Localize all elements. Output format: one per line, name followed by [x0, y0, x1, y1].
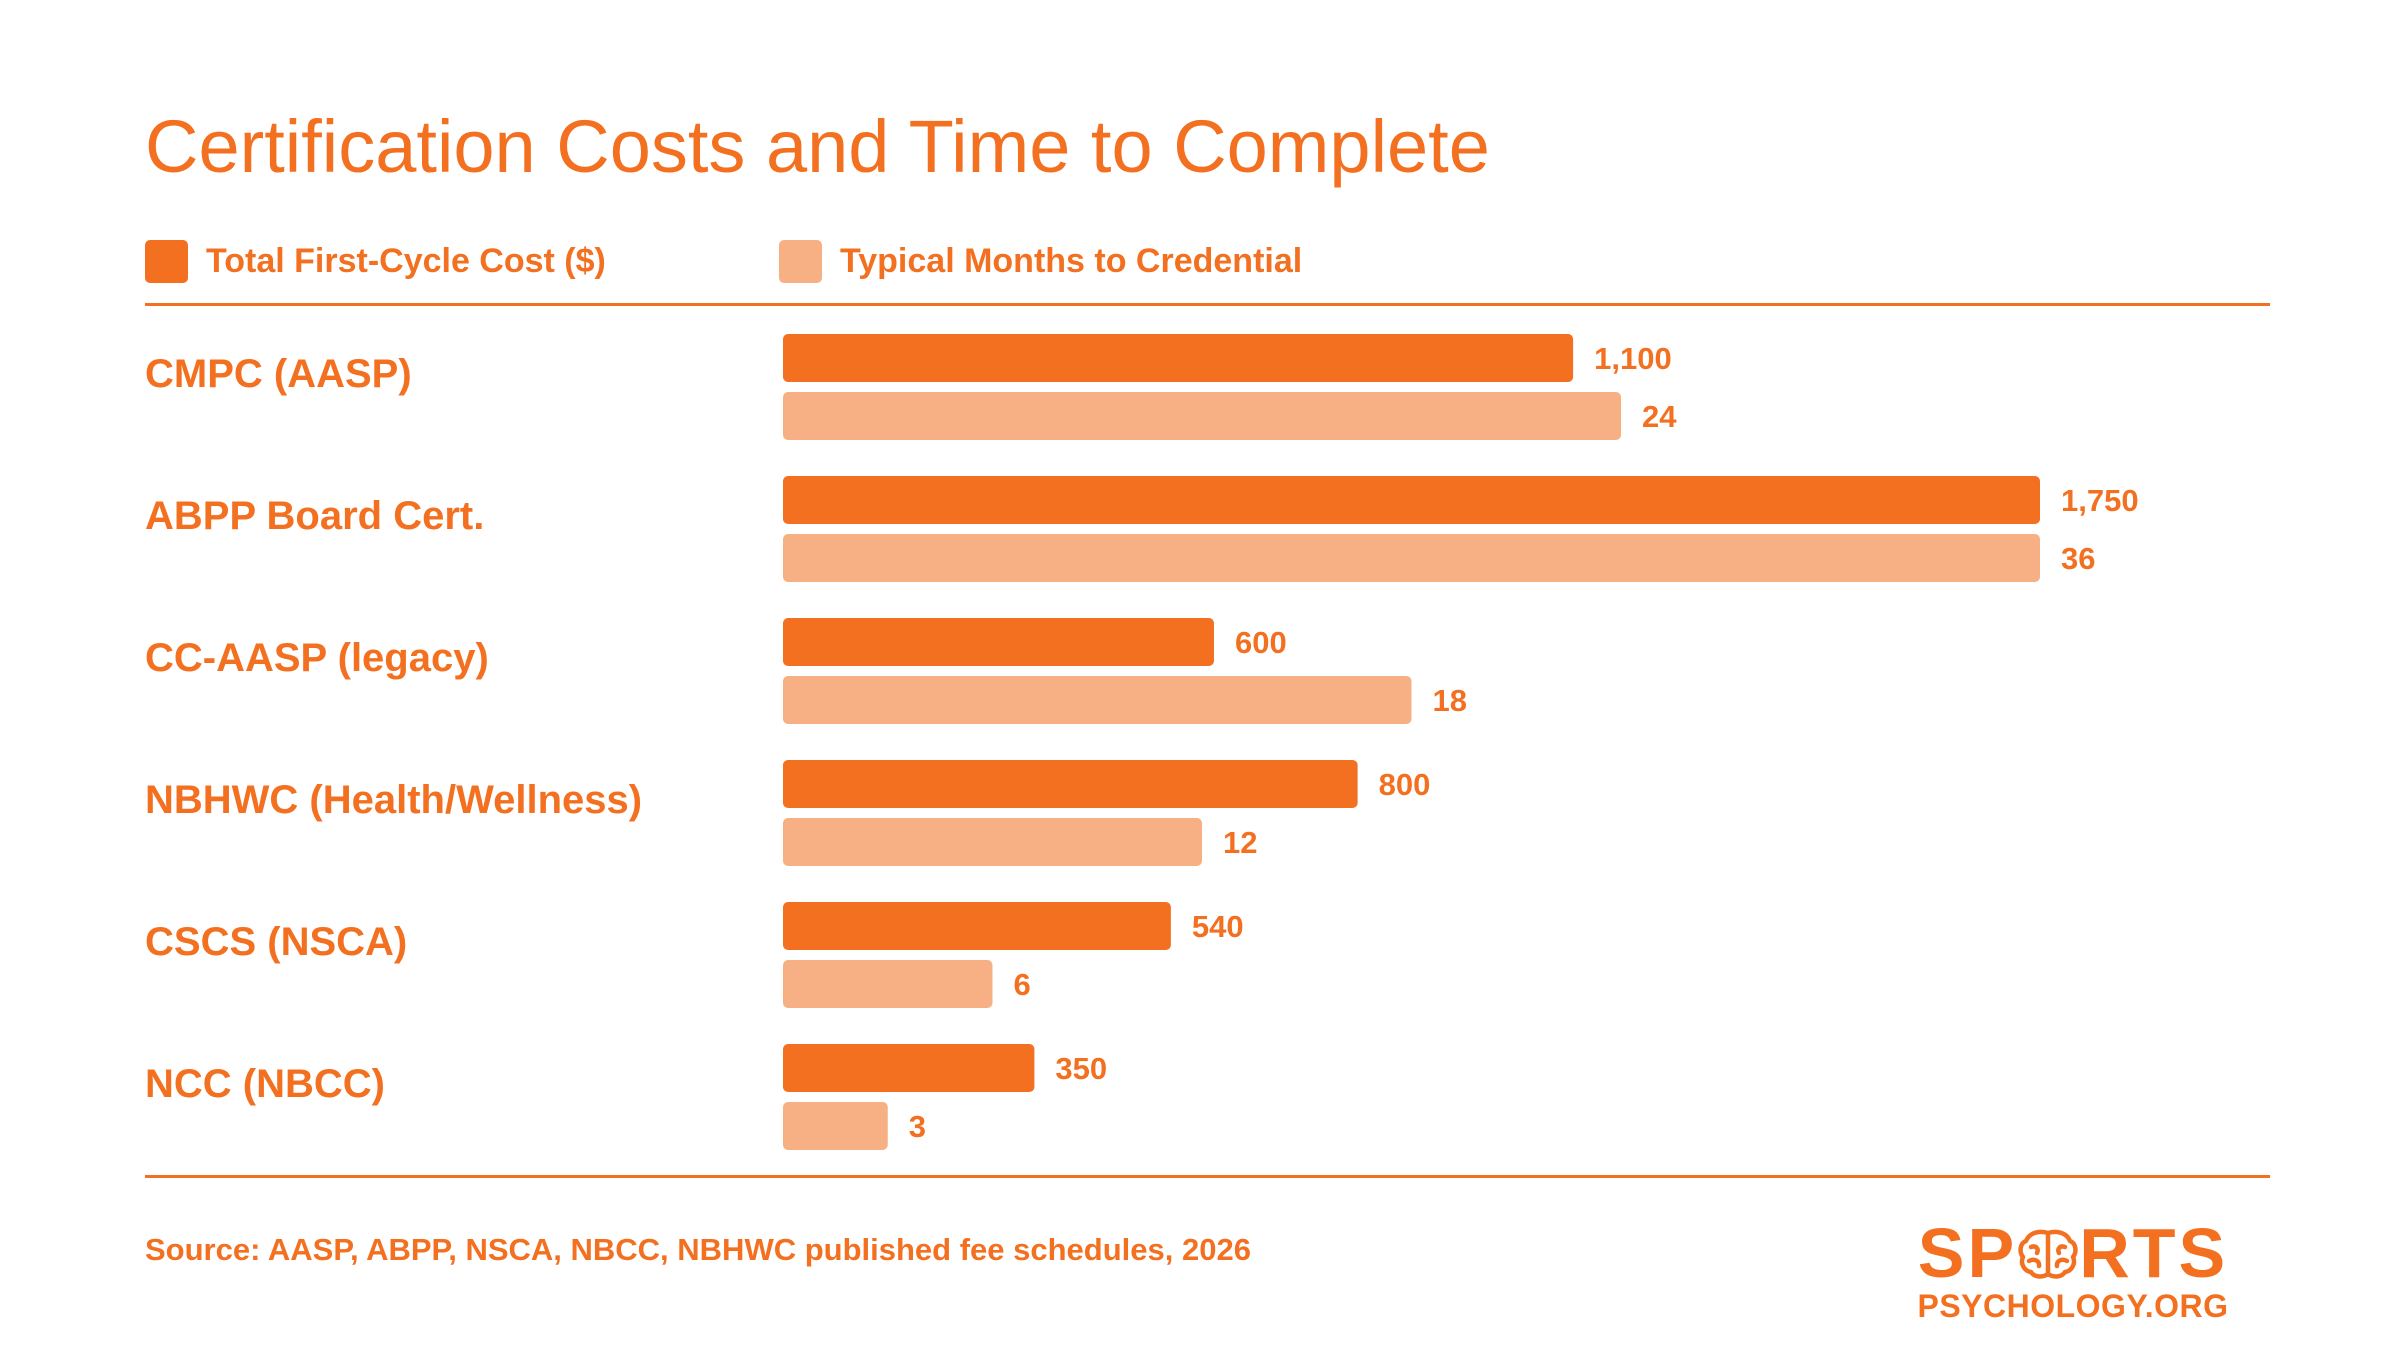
bar-months — [783, 960, 993, 1008]
bar-cost — [783, 902, 1171, 950]
bar-months — [783, 392, 1621, 440]
sportspsychology-logo: SP RTS PSYCHOLOGY.ORG — [1893, 1218, 2253, 1322]
legend-swatch-cost — [145, 240, 188, 283]
legend-item-cost: Total First-Cycle Cost ($) — [145, 240, 606, 283]
data-label-cost: 540 — [1192, 909, 1244, 944]
bar-cost — [783, 1044, 1035, 1092]
bar-months — [783, 1102, 888, 1150]
data-label-cost: 1,100 — [1594, 341, 1672, 376]
data-label-months: 3 — [909, 1109, 926, 1144]
category-label: NBHWC (Health/Wellness) — [145, 778, 642, 822]
chart-title: Certification Costs and Time to Complete — [145, 105, 1490, 188]
data-label-months: 6 — [1014, 967, 1031, 1002]
bar-cost — [783, 476, 2040, 524]
bar-months — [783, 676, 1412, 724]
logo-subtext: PSYCHOLOGY.ORG — [1917, 1288, 2229, 1324]
bar-months — [783, 534, 2040, 582]
data-label-cost: 350 — [1055, 1051, 1107, 1086]
bar-cost — [783, 334, 1574, 382]
legend-label-months: Typical Months to Credential — [840, 242, 1303, 280]
legend-label-cost: Total First-Cycle Cost ($) — [206, 242, 606, 280]
data-label-cost: 800 — [1379, 767, 1431, 802]
category-label: ABPP Board Cert. — [145, 494, 484, 538]
top-rule — [145, 303, 2270, 306]
bar-cost — [783, 760, 1358, 808]
bar-months — [783, 818, 1202, 866]
source-note: Source: AASP, ABPP, NSCA, NBCC, NBHWC pu… — [145, 1232, 1251, 1267]
brain-icon — [2018, 1229, 2078, 1279]
legend-swatch-months — [779, 240, 822, 283]
category-label: CMPC (AASP) — [145, 352, 412, 396]
data-label-months: 12 — [1223, 825, 1257, 860]
logo-wordmark: SP RTS — [1893, 1218, 2253, 1288]
data-label-cost: 600 — [1235, 625, 1287, 660]
data-label-months: 18 — [1433, 683, 1467, 718]
legend-item-months: Typical Months to Credential — [779, 240, 1302, 283]
bar-cost — [783, 618, 1214, 666]
logo-text-rts: RTS — [2079, 1214, 2229, 1292]
logo-text-sp: SP — [1917, 1214, 2018, 1292]
category-label: CC-AASP (legacy) — [145, 636, 489, 680]
data-label-months: 24 — [1642, 399, 1677, 434]
data-label-months: 36 — [2061, 541, 2095, 576]
category-label: CSCS (NSCA) — [145, 920, 407, 964]
data-label-cost: 1,750 — [2061, 483, 2139, 518]
category-label: NCC (NBCC) — [145, 1062, 385, 1106]
bottom-rule — [145, 1175, 2270, 1178]
